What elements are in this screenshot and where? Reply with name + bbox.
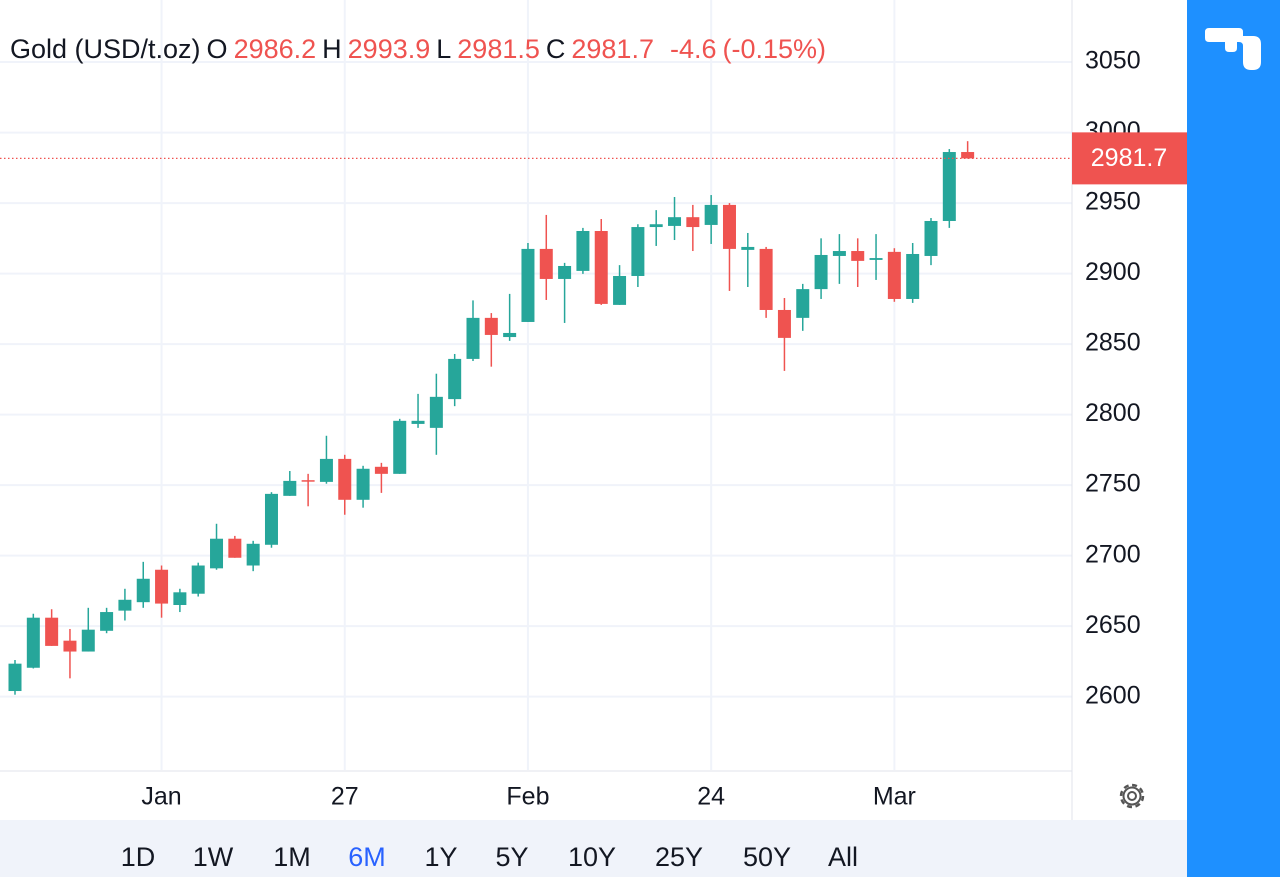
range-button[interactable]: 1D <box>120 842 156 872</box>
candle-body <box>100 612 114 631</box>
x-tick-label: Mar <box>873 783 916 811</box>
range-button[interactable]: 6M <box>348 842 386 872</box>
candle-body <box>869 258 883 260</box>
side-panel <box>1187 0 1280 877</box>
candle-body <box>777 309 791 338</box>
candle-body <box>759 248 773 310</box>
candle-body <box>558 265 572 279</box>
candle-body <box>155 569 169 604</box>
range-button[interactable]: All <box>827 842 859 872</box>
range-toolbar: 1D 1W 1M 6M 1Y 5Y 10Y 25Y 50Y All <box>0 820 1187 877</box>
candle-body <box>191 565 205 594</box>
candle-body <box>26 617 40 668</box>
y-tick-label: 2700 <box>1085 540 1141 568</box>
legend-header: Gold (USD/t.oz) O 2986.2 H 2993.9 L 2981.5 C 298… <box>10 34 832 65</box>
candle-body <box>136 578 150 603</box>
candle-body <box>887 251 901 299</box>
change-value: -4.6 <box>669 34 717 64</box>
candle-body <box>63 640 77 652</box>
candle-body <box>448 358 462 400</box>
candle-body <box>246 543 260 566</box>
low-value: 2981.5 <box>457 34 540 64</box>
range-button[interactable]: 1Y <box>424 842 458 872</box>
chart: 2600265027002750280028502900295030003050… <box>0 0 1187 820</box>
symbol-title: Gold (USD/t.oz) <box>10 34 201 64</box>
candle-body <box>668 217 682 226</box>
candle-body <box>429 396 443 428</box>
close-value: 2981.7 <box>571 34 654 64</box>
candle-body <box>319 458 333 482</box>
logo[interactable] <box>1187 0 1280 877</box>
candle-body <box>283 480 297 496</box>
candle-body <box>851 251 865 261</box>
x-tick-label: 27 <box>331 783 359 811</box>
candle-body <box>649 224 663 228</box>
candle-body <box>503 332 517 338</box>
candle-body <box>228 538 242 558</box>
candle-body <box>961 152 975 159</box>
last-price-label: 2981.7 <box>1091 144 1167 172</box>
range-button[interactable]: 1M <box>273 842 311 872</box>
candle-body <box>264 493 278 545</box>
high-value: 2993.9 <box>347 34 431 64</box>
x-tick-label: Feb <box>506 783 549 811</box>
candle-body <box>393 420 407 474</box>
ohlc-label: L <box>436 34 452 64</box>
candle-body <box>594 231 608 304</box>
candle-body <box>631 227 645 276</box>
candle-body <box>796 289 810 318</box>
candle-body <box>356 468 370 500</box>
candle-body <box>906 253 920 299</box>
ohlc-label: H <box>322 34 342 64</box>
candle-body <box>576 231 590 271</box>
candle-body <box>45 617 59 646</box>
ohlc-label: O <box>206 34 228 64</box>
candle-body <box>173 592 187 605</box>
y-tick-label: 2750 <box>1085 470 1141 498</box>
candle-body <box>924 220 938 256</box>
y-tick-label: 2850 <box>1085 329 1141 357</box>
y-tick-label: 2650 <box>1085 611 1141 639</box>
candle-body <box>814 254 828 290</box>
last-price-tag <box>1072 132 1187 185</box>
candle-body <box>722 204 736 249</box>
candle-body <box>521 248 535 322</box>
candle-body <box>118 599 132 611</box>
candle-body <box>832 251 846 256</box>
y-tick-label: 3050 <box>1085 47 1141 75</box>
settings-icon[interactable] <box>1119 783 1145 809</box>
candle-body <box>8 663 22 692</box>
candle-body <box>374 466 388 474</box>
x-tick-label: 24 <box>697 783 725 811</box>
candle-body <box>686 217 700 228</box>
ohlc-label: C <box>545 34 566 64</box>
candle-body <box>704 204 718 225</box>
candle-body <box>210 538 224 569</box>
range-button[interactable]: 5Y <box>495 842 529 872</box>
candle-body <box>484 317 498 335</box>
y-tick-label: 2950 <box>1085 188 1141 216</box>
candle-body <box>301 480 315 482</box>
range-button[interactable]: 50Y <box>742 842 792 872</box>
y-tick-label: 2600 <box>1085 681 1141 709</box>
range-button[interactable]: 1W <box>192 842 234 872</box>
x-tick-label: Jan <box>141 783 181 811</box>
candle-body <box>942 152 956 221</box>
candle-body <box>338 458 352 500</box>
y-tick-label: 2800 <box>1085 399 1141 427</box>
candle-body <box>81 629 95 652</box>
range-button[interactable]: 10Y <box>567 842 617 872</box>
range-button[interactable]: 25Y <box>654 842 704 872</box>
change-percent: (-0.15%) <box>722 34 827 64</box>
candle-body <box>741 246 755 250</box>
candle-body <box>613 275 627 305</box>
y-tick-label: 2900 <box>1085 258 1141 286</box>
grid <box>0 0 1072 770</box>
candle-body <box>466 317 480 359</box>
candle-body <box>539 248 553 279</box>
candle-body <box>411 420 425 424</box>
open-value: 2986.2 <box>233 34 317 64</box>
